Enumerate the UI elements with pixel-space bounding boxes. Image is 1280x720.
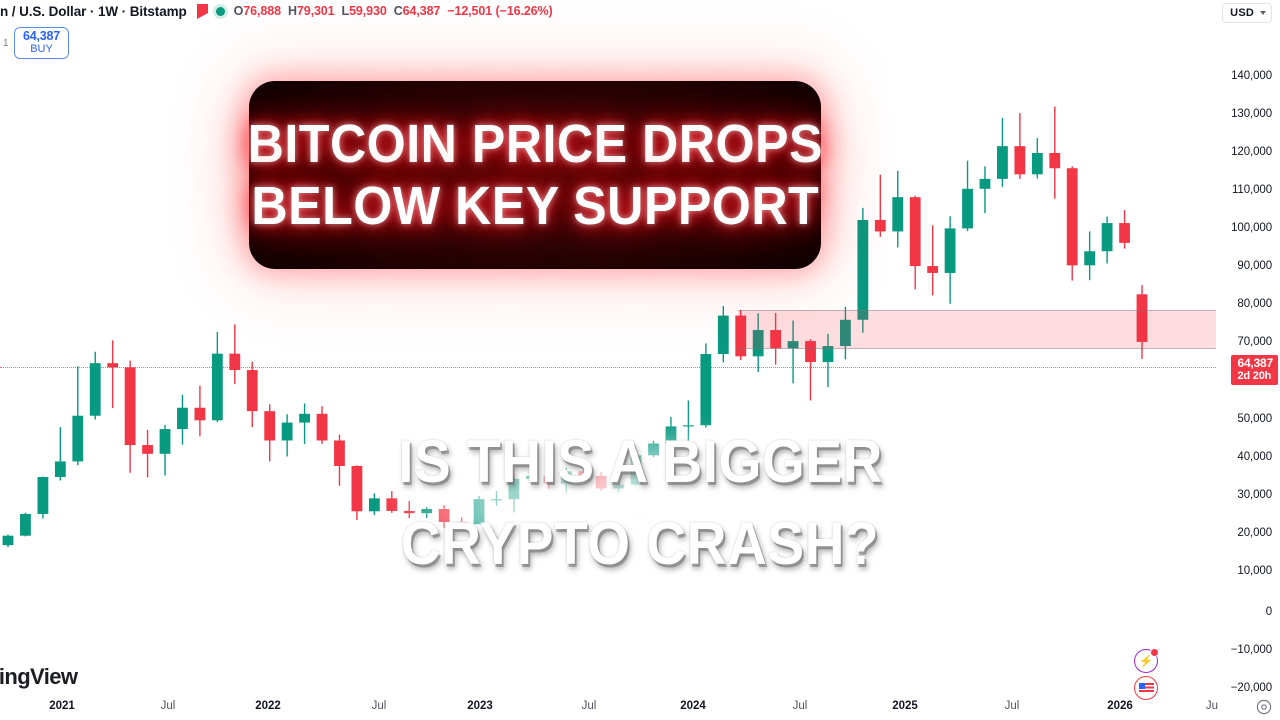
- time-tick-2022: 2022: [255, 700, 281, 712]
- time-tick-jul: Jul: [371, 700, 387, 712]
- notification-dot-icon: [1150, 648, 1159, 657]
- price-tick-30000: 30,000: [1237, 489, 1272, 501]
- headline-banner: BITCOIN PRICE DROPS BELOW KEY SUPPORT: [247, 81, 823, 269]
- buy-badge-label: BUY: [30, 43, 53, 55]
- price-tick-90000: 90,000: [1237, 260, 1272, 272]
- price-tick-40000: 40,000: [1237, 451, 1272, 463]
- market-open-dot: [215, 6, 225, 16]
- price-tick-20000: −20,000: [1230, 682, 1272, 694]
- ohlc-change-value: −12,501 (−16.26%): [447, 4, 553, 18]
- subhead-line-2: CRYPTO CRASH?: [400, 509, 880, 577]
- subhead-line-1: IS THIS A BIGGER: [397, 427, 883, 495]
- currency-label: USD: [1230, 7, 1254, 19]
- axis-partial-tick: 1: [3, 38, 9, 49]
- ohlc-close-label: C: [393, 4, 403, 18]
- price-tick-100000: 100,000: [1231, 222, 1272, 234]
- ohlc-low-value: 59,930: [349, 4, 387, 18]
- time-tick-jul: Jul: [792, 700, 808, 712]
- time-tick-jul: Jul: [1004, 700, 1020, 712]
- price-tick-130000: 130,000: [1231, 108, 1272, 120]
- red-flag-icon: [196, 3, 208, 19]
- price-tick-110000: 110,000: [1231, 184, 1272, 196]
- price-tick-50000: 50,000: [1237, 413, 1272, 425]
- buy-badge-price: 64,387: [23, 29, 61, 43]
- time-tick-2021: 2021: [49, 700, 75, 712]
- time-tick-ju: Ju: [1205, 700, 1219, 712]
- ohlc-high-label: H: [287, 4, 297, 18]
- currency-selector[interactable]: USD: [1222, 3, 1272, 23]
- ohlc-high-value: 79,301: [296, 4, 335, 18]
- ohlc-low-label: L: [341, 4, 350, 18]
- price-tick-140000: 140,000: [1231, 70, 1272, 82]
- lightning-badge[interactable]: ⚡: [1134, 648, 1159, 673]
- price-tick-20000: 20,000: [1237, 527, 1272, 539]
- corner-badges: ⚡: [1134, 648, 1159, 700]
- headline-line-1: BITCOIN PRICE DROPS: [247, 114, 823, 174]
- lightning-bolt-icon: ⚡: [1138, 654, 1154, 668]
- us-flag-badge[interactable]: [1134, 676, 1158, 700]
- current-price-value: 64,387: [1237, 356, 1273, 370]
- time-tick-2026: 2026: [1107, 700, 1133, 712]
- price-tick-10000: 10,000: [1237, 565, 1272, 577]
- current-price-line: [0, 367, 1216, 368]
- headline-line-2: BELOW KEY SUPPORT: [251, 176, 819, 236]
- ohlc-values: O 76,888 H 79,301 L 59,930 C 64,387 −12,501 …: [234, 4, 553, 18]
- buy-order-badge[interactable]: 64,387 BUY: [14, 27, 70, 59]
- crosshair-target-icon[interactable]: [1256, 699, 1272, 715]
- time-tick-jul: Jul: [581, 700, 597, 712]
- ohlc-open-label: O: [233, 4, 244, 18]
- time-tick-2025: 2025: [892, 700, 918, 712]
- time-tick-2023: 2023: [467, 700, 493, 712]
- subhead-overlay: IS THIS A BIGGER CRYPTO CRASH?: [310, 405, 970, 600]
- price-tick-80000: 80,000: [1237, 298, 1272, 310]
- support-zone-rectangle[interactable]: [738, 310, 1216, 349]
- price-axis[interactable]: 140,000 130,000 120,000 110,000 100,000 90,00…: [1216, 22, 1280, 694]
- current-price-badge[interactable]: 64,387 2d 20h: [1231, 355, 1278, 385]
- price-tick-120000: 120,000: [1231, 146, 1272, 158]
- time-axis[interactable]: 2021 Jul 2022 Jul 2023 Jul 2024 Jul 2025 Jul 2026 J…: [0, 694, 1280, 720]
- ohlc-open-value: 76,888: [243, 4, 281, 18]
- symbol-title[interactable]: n / U.S. Dollar · 1W · Bitstamp: [0, 3, 187, 19]
- price-tick-0: 0: [1265, 606, 1272, 618]
- bar-countdown: 2d 20h: [1237, 370, 1272, 382]
- price-tick-10000: −10,000: [1230, 644, 1272, 656]
- tradingview-watermark: dingView: [0, 664, 78, 689]
- price-tick-70000: 70,000: [1237, 336, 1272, 348]
- chart-header-bar: n / U.S. Dollar · 1W · Bitstamp O 76,888 …: [0, 0, 1280, 23]
- ohlc-close-value: 64,387: [402, 4, 441, 18]
- time-tick-jul: Jul: [160, 700, 176, 712]
- us-flag-icon: [1138, 683, 1154, 693]
- chevron-down-icon: [1260, 11, 1266, 15]
- time-tick-2024: 2024: [680, 700, 706, 712]
